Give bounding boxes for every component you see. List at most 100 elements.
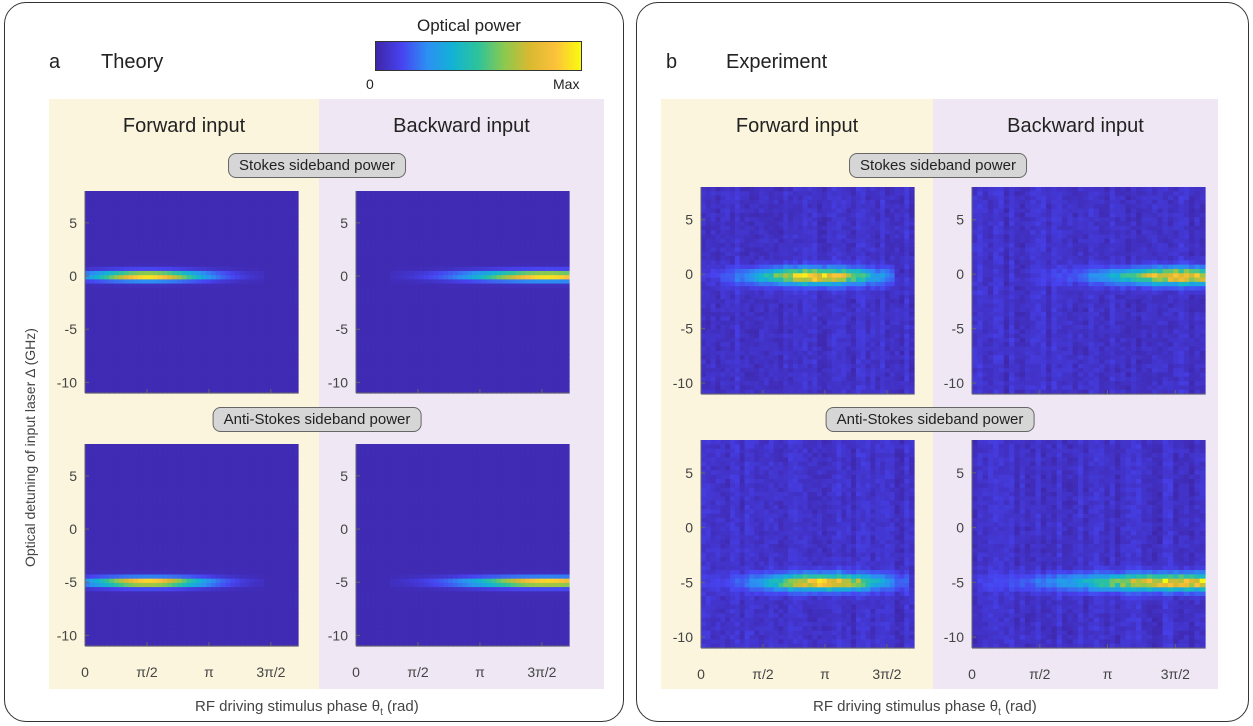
heatmap-cell [124,347,129,352]
heatmap-cell [114,309,119,314]
heatmap-cell [371,347,376,352]
heatmap-cell [395,191,400,196]
heatmap-cell [250,216,255,221]
heatmap-cell [390,326,395,331]
heatmap-cell [540,242,545,247]
heatmap-cell [535,321,540,326]
heatmap-cell [274,380,279,385]
heatmap-cell [404,300,409,305]
heatmap-cell [288,204,293,209]
heatmap-cell [119,600,124,605]
heatmap-cell [129,562,134,567]
heatmap-cell [90,532,95,537]
heatmap-cell [138,617,143,622]
heatmap-cell [380,284,385,289]
heatmap-cell [109,376,114,381]
heatmap-cell [221,368,226,373]
heatmap-cell [148,296,153,301]
heatmap-cell [240,300,245,305]
heatmap-cell [448,321,453,326]
heatmap-cell [167,313,172,318]
heatmap-cell [235,313,240,318]
heatmap-cell [192,359,197,364]
heatmap-cell [259,216,264,221]
heatmap-cell [143,199,148,204]
heatmap-cell [153,279,158,284]
heatmap-cell [375,317,380,322]
heatmap-cell [254,347,259,352]
heatmap-cell [274,355,279,360]
heatmap-cell [540,250,545,255]
heatmap-cell [371,237,376,242]
heatmap-cell [259,229,264,234]
heatmap-cell [506,330,511,335]
heatmap-cell [230,233,235,238]
heatmap-cell [554,216,559,221]
heatmap-cell [129,638,134,643]
heatmap-cell [177,305,182,310]
heatmap-cell [100,237,105,242]
heatmap-cell [143,629,148,634]
heatmap-cell [395,334,400,339]
heatmap-cell [143,528,148,533]
heatmap-cell [85,553,90,558]
heatmap-cell [225,208,230,213]
heatmap-cell [100,524,105,529]
heatmap-cell [463,195,468,200]
heatmap-cell [463,279,468,284]
heatmap-cell [472,288,477,293]
heatmap-cell [109,292,114,297]
heatmap-cell [453,250,458,255]
heatmap-cell [356,321,361,326]
heatmap-cell [414,191,419,196]
heatmap-cell [90,457,95,462]
heatmap-cell [525,229,530,234]
heatmap-cell [85,490,90,495]
heatmap-cell [492,368,497,373]
heatmap-cell [443,267,448,272]
heatmap-cell [216,309,221,314]
heatmap-cell [119,263,124,268]
heatmap-cell [463,372,468,377]
heatmap-cell [240,237,245,242]
heatmap-cell [472,212,477,217]
heatmap-cell [254,271,259,276]
heatmap-cell [516,334,521,339]
heatmap-cell [104,490,109,495]
heatmap-cell [429,351,434,356]
heatmap-cell [521,309,526,314]
heatmap-cell [385,317,390,322]
heatmap-cell [424,229,429,234]
heatmap-cell [564,326,569,331]
heatmap-cell [269,225,274,230]
heatmap-cell [85,326,90,331]
heatmap-cell [133,326,138,331]
heatmap-cell [506,347,511,352]
heatmap-cell [148,368,153,373]
heatmap-cell [211,271,216,276]
heatmap-cell [235,330,240,335]
heatmap-cell [109,216,114,221]
heatmap-cell [501,216,506,221]
heatmap-cell [448,292,453,297]
heatmap-cell [264,212,269,217]
heatmap-cell [187,263,192,268]
heatmap-cell [109,545,114,550]
heatmap-cell [245,305,250,310]
heatmap-cell [467,208,472,213]
heatmap-cell [124,376,129,381]
heatmap-cell [114,579,119,584]
heatmap-cell [230,292,235,297]
heatmap-cell [90,191,95,196]
heatmap-cell [216,199,221,204]
heatmap-cell [453,271,458,276]
heatmap-cell [458,305,463,310]
heatmap-cell [438,364,443,369]
heatmap-cell [85,499,90,504]
heatmap-cell [201,321,206,326]
heatmap-cell [104,258,109,263]
heatmap-cell [124,528,129,533]
heatmap-cell [419,292,424,297]
heatmap-cell [380,305,385,310]
heatmap-cell [119,541,124,546]
